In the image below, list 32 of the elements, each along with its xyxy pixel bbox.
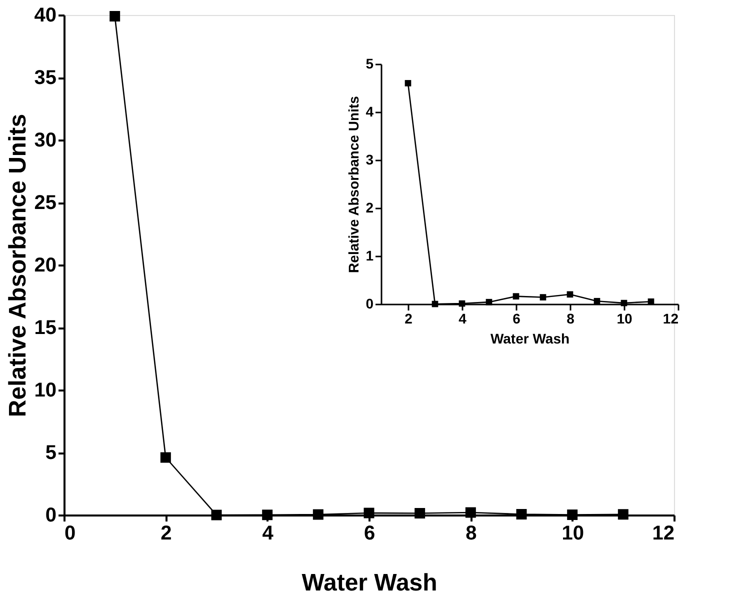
y-tick-label: 15 [34, 317, 56, 339]
x-tick-label: 10 [562, 522, 584, 544]
y-tick-label: 4 [366, 104, 374, 120]
x-tick-label: 8 [566, 310, 575, 326]
x-tick-label: 10 [616, 310, 632, 326]
x-tick-label: 2 [404, 310, 413, 326]
x-tick-label: 2 [160, 522, 172, 544]
x-axis-title: Water Wash [490, 330, 570, 346]
y-tick-label: 0 [366, 296, 374, 312]
y-tick-label: 5 [45, 442, 56, 464]
y-tick-label: 40 [34, 4, 56, 26]
y-tick-label: 35 [34, 67, 56, 89]
y-tick-label: 10 [34, 380, 56, 402]
y-axis-title: Relative Absorbance Units [346, 96, 362, 273]
x-tick-label: 6 [512, 310, 521, 326]
x-tick-label: 4 [458, 310, 467, 326]
x-tick-label: 12 [652, 522, 674, 544]
x-tick-label: 12 [662, 310, 679, 326]
y-axis-title: Relative Absorbance Units [4, 114, 32, 418]
y-tick-label: 1 [366, 248, 374, 264]
y-tick-label: 3 [366, 152, 374, 168]
y-tick-label: 30 [34, 130, 56, 152]
y-tick-label: 20 [34, 254, 56, 276]
y-tick-label: 2 [366, 200, 374, 216]
x-axis-title: Water Wash [302, 570, 438, 596]
x-tick-label: 6 [364, 522, 376, 544]
y-tick-label: 5 [366, 56, 374, 72]
y-tick-label: 0 [45, 504, 56, 526]
x-tick-label: 4 [262, 522, 274, 544]
y-tick-label: 25 [34, 192, 56, 214]
x-tick-label: 8 [466, 522, 477, 544]
x-tick-label: 0 [64, 522, 76, 544]
